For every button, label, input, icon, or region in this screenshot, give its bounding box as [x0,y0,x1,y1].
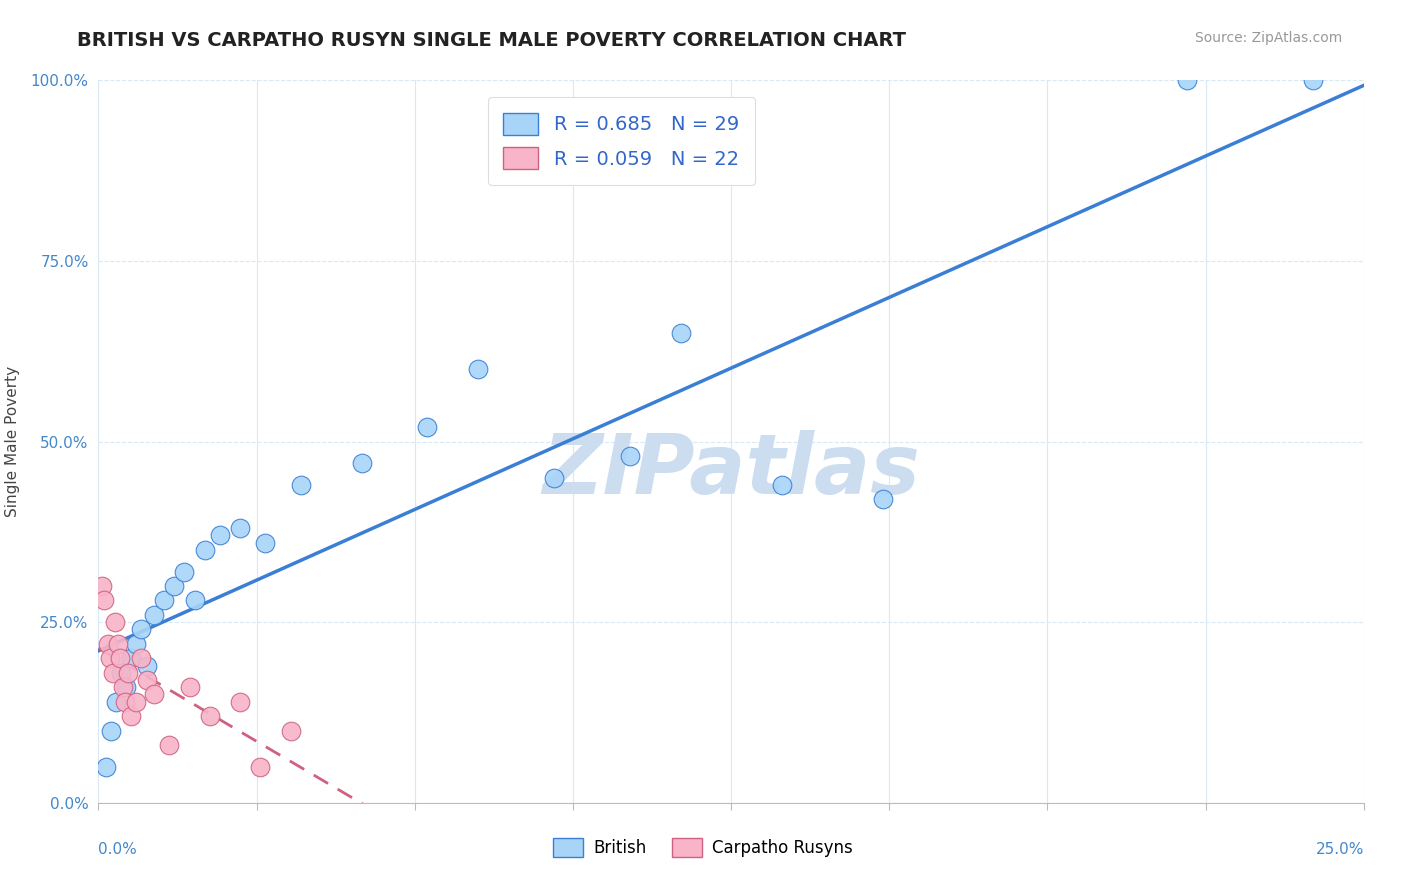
Point [96,637,118,651]
Point [669,326,692,341]
Point [872,492,894,507]
Point [280,723,302,738]
Text: BRITISH VS CARPATHO RUSYN SINGLE MALE POVERTY CORRELATION CHART: BRITISH VS CARPATHO RUSYN SINGLE MALE PO… [77,31,907,50]
Point [131,623,153,637]
Point [619,449,641,463]
Point [115,680,138,694]
Point [107,637,129,651]
Text: Source: ZipAtlas.com: Source: ZipAtlas.com [1195,31,1343,45]
Legend: R = 0.685   N = 29, R = 0.059   N = 22: R = 0.685 N = 29, R = 0.059 N = 22 [488,97,755,185]
Point [194,542,217,557]
Text: 0.0%: 0.0% [98,842,138,856]
Point [91,579,114,593]
Point [105,695,128,709]
Point [110,665,132,680]
Point [173,565,195,579]
Point [1302,73,1324,87]
Point [416,420,439,434]
Point [157,738,180,752]
Point [117,665,139,680]
Point [98,651,121,665]
Point [350,456,373,470]
Point [1175,73,1198,87]
Text: ZIPatlas: ZIPatlas [543,430,920,511]
Point [249,760,271,774]
Point [104,615,127,630]
Point [125,637,148,651]
Y-axis label: Single Male Poverty: Single Male Poverty [4,366,20,517]
Point [543,471,565,485]
Point [143,687,166,701]
Legend: British, Carpatho Rusyns: British, Carpatho Rusyns [547,831,859,864]
Point [120,651,142,665]
Point [183,593,205,607]
Point [135,673,157,687]
Point [143,607,166,622]
Point [229,695,252,709]
Point [254,535,277,549]
Point [100,723,122,738]
Point [94,760,117,774]
Point [153,593,176,607]
Point [290,478,312,492]
Point [101,665,124,680]
Point [114,695,136,709]
Point [467,362,489,376]
Point [229,521,252,535]
Point [163,579,186,593]
Point [131,651,153,665]
Point [93,593,115,607]
Text: 25.0%: 25.0% [1316,842,1364,856]
Point [135,658,157,673]
Point [179,680,201,694]
Point [108,651,131,665]
Point [120,709,142,723]
Point [208,528,231,542]
Point [770,478,793,492]
Point [125,695,148,709]
Point [198,709,221,723]
Point [111,680,134,694]
